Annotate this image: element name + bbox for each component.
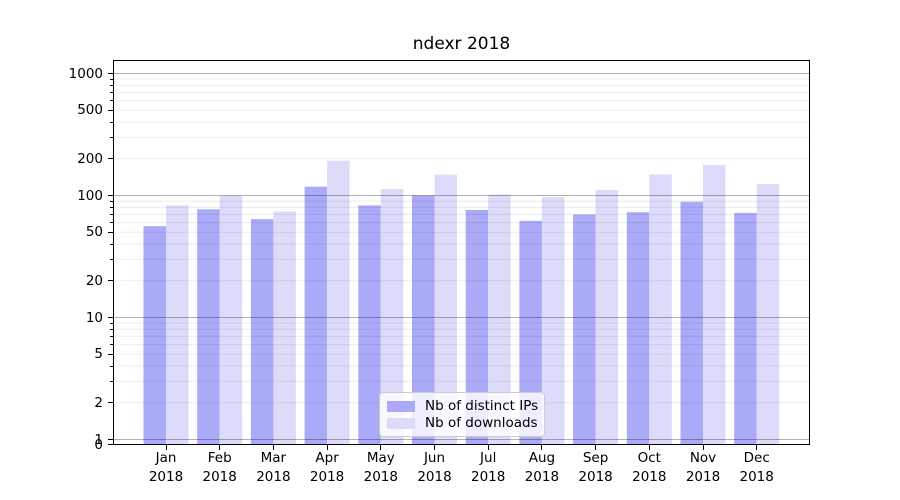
y-minor-tick-mark	[110, 280, 113, 282]
x-tick-label: May 2018	[363, 450, 398, 485]
legend-row-distinct-ips: Nb of distinct IPs	[387, 398, 539, 414]
y-minor-tick-mark	[110, 109, 113, 111]
bar-downloads-dec	[756, 184, 780, 445]
x-tick-mark	[541, 445, 543, 450]
bar-ips-apr	[304, 186, 328, 445]
legend-label-distinct-ips: Nb of distinct IPs	[425, 398, 539, 414]
bar-chart-canvas	[113, 60, 810, 445]
y-minor-tick-mark	[110, 328, 113, 330]
bar-downloads-may	[380, 189, 404, 445]
x-tick-label: Oct 2018	[632, 450, 667, 485]
x-tick-label: Feb 2018	[202, 450, 237, 485]
major-gridlines	[113, 73, 810, 440]
y-minor-tick-mark	[110, 136, 113, 138]
y-minor-tick-mark	[110, 84, 113, 86]
y-minor-tick-mark	[110, 100, 113, 102]
x-tick-mark	[702, 445, 704, 450]
x-tick-label: Dec 2018	[739, 450, 774, 485]
x-tick-label: Sep 2018	[578, 450, 613, 485]
y-minor-tick-mark	[110, 243, 113, 245]
bar-ips-may	[358, 205, 381, 445]
y-minor-tick-mark	[110, 206, 113, 208]
y-tick-label: 1	[94, 431, 103, 448]
bar-downloads-nov	[703, 164, 726, 445]
bar-downloads-feb	[219, 195, 243, 445]
y-minor-tick-mark	[110, 213, 113, 215]
x-tick-mark	[434, 445, 435, 450]
bar-ips-oct	[626, 212, 650, 445]
x-tick-mark	[326, 445, 328, 450]
y-minor-tick-mark	[110, 344, 113, 346]
y-tick-label: 100	[77, 187, 103, 204]
legend-row-downloads: Nb of downloads	[387, 415, 538, 431]
y-tick-label: 2	[94, 394, 103, 411]
x-tick-label: Jul 2018	[471, 450, 506, 485]
bar-ips-feb	[197, 209, 220, 445]
legend-label-downloads: Nb of downloads	[425, 415, 538, 431]
x-tick-label: Nov 2018	[685, 450, 721, 485]
axis-spines	[113, 60, 810, 445]
x-tick-mark	[165, 445, 167, 450]
x-tick-mark	[380, 445, 382, 450]
x-tick-mark	[272, 445, 274, 450]
y-minor-tick-mark	[110, 222, 113, 224]
y-tick-label: 200	[77, 150, 103, 167]
y-tick-label: 1000	[68, 65, 103, 82]
y-minor-tick-mark	[110, 200, 113, 202]
x-tick-label: Jan 2018	[148, 450, 184, 485]
bar-downloads-jan	[166, 205, 189, 445]
y-minor-tick-mark	[110, 322, 113, 324]
y-tick-mark	[108, 444, 113, 445]
y-tick-label: 500	[77, 102, 103, 119]
x-tick-label: Aug 2018	[524, 450, 560, 485]
x-tick-mark	[219, 445, 221, 450]
y-minor-tick-mark	[110, 121, 113, 123]
bar-ips-dec	[734, 212, 757, 445]
x-tick-mark	[756, 445, 758, 450]
plot-area	[113, 60, 810, 445]
y-tick-label: 10	[85, 309, 103, 326]
bar-downloads-mar	[273, 211, 296, 445]
bar-ips-jul	[465, 210, 489, 445]
y-tick-label: 0	[94, 436, 103, 453]
y-minor-tick-mark	[110, 380, 113, 382]
legend-swatch-distinct-ips	[387, 400, 415, 412]
bar-downloads-apr	[327, 160, 350, 445]
bar-ips-jun	[412, 195, 435, 445]
y-tick-mark	[108, 439, 113, 440]
legend-swatch-downloads	[387, 417, 415, 429]
x-tick-label: Jun 2018	[417, 450, 452, 485]
y-tick-mark	[108, 317, 113, 318]
y-minor-tick-mark	[110, 231, 113, 233]
legend: Nb of distinct IPs Nb of downloads	[379, 392, 545, 437]
y-minor-tick-mark	[110, 402, 113, 404]
y-minor-tick-mark	[110, 258, 113, 260]
bar-ips-aug	[519, 220, 542, 445]
bar-downloads-jun	[434, 174, 457, 445]
y-minor-tick-mark	[110, 365, 113, 367]
x-tick-mark	[487, 445, 489, 450]
y-tick-mark	[108, 195, 113, 196]
minor-gridlines	[113, 78, 810, 404]
x-tick-label: Mar 2018	[256, 450, 291, 485]
y-minor-tick-mark	[110, 91, 113, 93]
y-tick-label: 50	[85, 224, 103, 241]
y-minor-tick-mark	[110, 78, 113, 80]
y-tick-label: 20	[85, 272, 103, 289]
x-tick-label: Apr 2018	[309, 450, 345, 485]
y-tick-label: 5	[94, 346, 103, 363]
chart-title: ndexr 2018	[412, 34, 511, 54]
x-tick-mark	[595, 445, 597, 450]
x-tick-mark	[648, 445, 650, 450]
bar-downloads-jul	[488, 194, 511, 445]
y-minor-tick-mark	[110, 353, 113, 355]
bar-downloads-oct	[649, 174, 672, 445]
y-minor-tick-mark	[110, 158, 113, 160]
y-minor-tick-mark	[110, 335, 113, 337]
bar-downloads-aug	[541, 197, 565, 445]
bar-ips-mar	[250, 219, 274, 445]
y-tick-mark	[108, 73, 113, 74]
